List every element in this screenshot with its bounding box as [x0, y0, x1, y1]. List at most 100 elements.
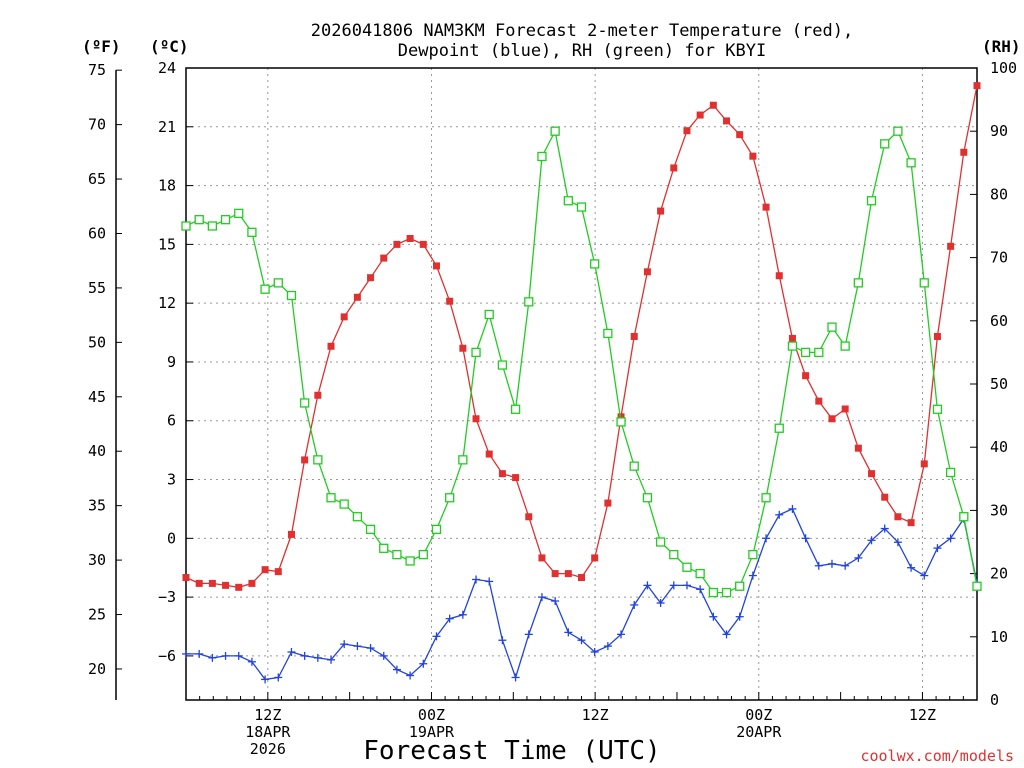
celsius-tick-label: −3: [158, 588, 176, 606]
rh-tick-label: 90: [990, 122, 1008, 140]
temperature-point: [432, 262, 440, 270]
temperature-point: [551, 570, 559, 578]
temperature-point: [248, 579, 256, 587]
rh-point: [827, 322, 837, 332]
rh-point: [603, 328, 613, 339]
temperature-point: [195, 579, 203, 587]
rh-tick-label: 60: [990, 312, 1008, 330]
temperature-point: [907, 519, 915, 527]
rh-point: [339, 499, 349, 509]
fahrenheit-tick-label: 35: [88, 497, 106, 515]
grid-lines: [186, 68, 977, 700]
rh-point: [708, 587, 718, 598]
rh-point: [695, 568, 705, 579]
temperature-point: [367, 274, 375, 282]
temperature-point: [709, 101, 717, 109]
dewpoint-point: [907, 563, 916, 572]
dewpoint-point: [630, 600, 639, 609]
dewpoint-point: [748, 571, 757, 580]
temperature-point: [749, 152, 757, 160]
chart-title-line2: Dewpoint (blue), RH (green) for KBYI: [398, 41, 766, 61]
temperature-point: [723, 117, 731, 125]
temperature-point: [947, 242, 955, 250]
rh-point: [735, 581, 745, 591]
rh-point: [642, 493, 653, 503]
temperature-point: [406, 234, 414, 242]
temperature-point: [274, 568, 282, 576]
temperature-point: [670, 164, 678, 172]
rh-point: [840, 341, 850, 351]
rh-point: [880, 139, 890, 149]
temperature-point: [933, 332, 941, 340]
temperature-point: [854, 444, 862, 452]
rh-unit-label: (RH): [982, 37, 1021, 56]
dewpoint-point: [234, 651, 243, 660]
dewpoint-point: [182, 649, 190, 658]
rh-point: [247, 227, 257, 237]
temperature-point: [261, 566, 269, 574]
temperature-point: [222, 581, 230, 589]
temperature-point: [498, 470, 506, 478]
fahrenheit-tick-label: 55: [88, 279, 106, 297]
temperature-point: [828, 415, 836, 423]
fahrenheit-tick-label: 30: [88, 551, 106, 569]
dewpoint-point: [788, 504, 797, 513]
rh-point: [207, 221, 218, 231]
dewpoint-point: [379, 651, 388, 660]
rh-point: [629, 461, 639, 471]
temperature-point: [696, 111, 704, 119]
temperature-point: [736, 131, 744, 139]
rh-point: [365, 524, 376, 535]
temperature-point: [762, 203, 770, 211]
dewpoint-point: [854, 553, 863, 562]
dewpoint-point: [432, 632, 441, 641]
temperature-point: [920, 460, 928, 468]
temperature-point: [287, 530, 295, 538]
temperature-point: [775, 272, 783, 280]
rh-tick-label: 70: [990, 249, 1008, 267]
rh-point: [893, 126, 903, 136]
temperature-point: [327, 342, 335, 350]
rh-tick-label: 50: [990, 375, 1008, 393]
dewpoint-point: [801, 534, 810, 543]
chart-title-line1: 2026041806 NAM3KM Forecast 2-meter Tempe…: [311, 21, 853, 41]
rh-point: [352, 512, 363, 522]
rh-point: [814, 347, 824, 358]
dewpoint-point: [300, 651, 309, 660]
rh-point: [260, 284, 270, 294]
celsius-tick-label: 0: [167, 529, 176, 547]
rh-tick-label: 80: [990, 185, 1008, 203]
dewpoint-point: [735, 612, 744, 621]
temperature-point: [578, 574, 585, 582]
temperature-point: [604, 499, 612, 507]
rh-point: [800, 347, 811, 358]
rh-point: [471, 347, 481, 358]
rh-point: [945, 467, 956, 478]
dewpoint-point: [419, 659, 428, 668]
dewpoint-point: [722, 630, 731, 639]
temperature-point: [538, 554, 546, 562]
dewpoint-point: [893, 538, 902, 547]
rh-point: [510, 404, 521, 414]
temperature-point: [868, 470, 876, 478]
rh-point: [458, 455, 468, 465]
rh-point: [550, 126, 560, 136]
x-tick-label: 00Z: [745, 706, 772, 724]
rh-point: [181, 221, 191, 231]
temperature-point: [380, 254, 388, 262]
celsius-tick-label: 18: [158, 177, 176, 195]
dewpoint-point: [577, 636, 586, 645]
celsius-tick-label: −6: [158, 647, 176, 665]
dewpoint-point: [221, 651, 230, 660]
temperature-point: [525, 513, 533, 521]
dewpoint-point: [880, 524, 889, 533]
rh-point: [379, 543, 389, 553]
temperature-point: [446, 297, 454, 305]
rh-point: [286, 290, 297, 301]
temperature-point: [881, 493, 889, 501]
rh-point: [866, 196, 877, 206]
rh-tick-label: 10: [990, 628, 1008, 646]
temperature-point: [301, 456, 309, 464]
temperature-point: [393, 240, 401, 248]
dewpoint-point: [617, 630, 626, 639]
